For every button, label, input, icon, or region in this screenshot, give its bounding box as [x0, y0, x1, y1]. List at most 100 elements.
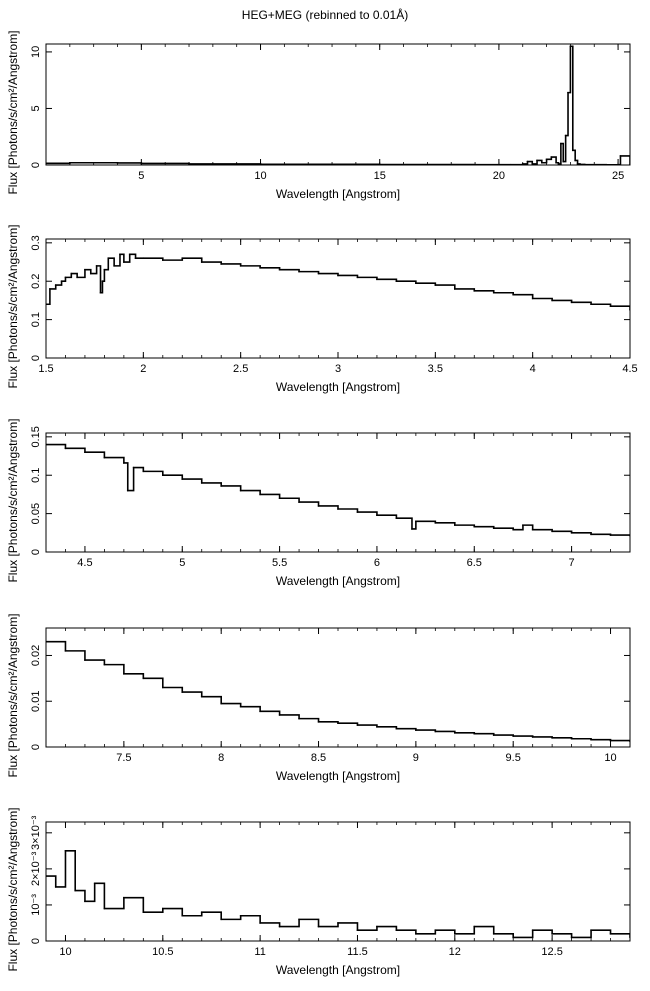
y-tick-label: 0: [30, 162, 42, 168]
data-point: [531, 736, 534, 738]
x-tick-label: 8.5: [311, 752, 326, 764]
plot-frame: [45, 627, 631, 748]
data-point: [317, 272, 320, 275]
data-point: [434, 522, 437, 524]
x-tick-label: 2.5: [233, 363, 248, 375]
data-point: [239, 914, 242, 917]
data-point: [181, 914, 184, 917]
data-point: [220, 263, 222, 265]
x-tick-label: 4.5: [622, 363, 637, 375]
data-point: [134, 257, 137, 259]
plot-frame: [45, 43, 631, 166]
data-point: [473, 732, 476, 735]
data-point: [317, 925, 320, 928]
x-tick-label: 8: [218, 752, 224, 764]
data-point: [70, 272, 73, 275]
data-point: [376, 278, 378, 281]
data-point: [590, 929, 592, 931]
x-tick-label: 2: [140, 363, 146, 375]
data-point: [64, 850, 67, 852]
data-point: [239, 265, 242, 267]
data-point: [526, 160, 529, 163]
data-point: [570, 737, 573, 740]
data-point: [337, 274, 339, 277]
data-point: [454, 524, 456, 526]
x-tick-label: 9.5: [506, 752, 521, 764]
y-axis-label: Flux [Photons/s/cm²/Angstrom]: [6, 418, 20, 582]
data-point: [454, 732, 456, 734]
x-axis-label: Wavelength [Angstrom]: [276, 187, 400, 201]
data-point: [126, 489, 129, 492]
y-axis-label: Flux [Photons/s/cm²/Angstrom]: [6, 613, 20, 777]
data-point: [298, 270, 300, 273]
x-tick-label: 5: [138, 170, 144, 182]
data-point: [93, 882, 96, 885]
y-tick-label: 0: [30, 549, 42, 555]
data-point: [609, 305, 612, 307]
panel-3: 4.5 5 5.5 6 6.5 7 0 0.05 0.1 0.15 Wavelength [Angs…: [6, 418, 631, 588]
data-point: [181, 478, 184, 480]
x-axis-label: Wavelength [Angstrom]: [276, 380, 400, 394]
data-point: [609, 739, 612, 742]
data-point: [531, 528, 534, 531]
data-point: [142, 257, 145, 259]
data-point: [99, 291, 102, 294]
data-point: [259, 922, 261, 924]
data-point: [142, 470, 145, 473]
data-point: [317, 721, 320, 723]
data-point: [567, 91, 569, 94]
data-point: [76, 276, 78, 279]
y-tick-label: 10⁻³: [30, 894, 42, 916]
data-point: [395, 929, 398, 931]
data-point: [395, 727, 398, 730]
data-point: [609, 932, 612, 935]
data-point: [220, 918, 222, 921]
data-point: [415, 520, 417, 523]
x-tick-label: 5: [179, 557, 185, 569]
data-point: [103, 663, 106, 666]
x-tick-label: 25: [612, 170, 624, 182]
data-point: [84, 268, 86, 271]
data-point: [103, 268, 106, 271]
data-point: [54, 886, 57, 888]
series-line: [46, 850, 630, 939]
x-tick-label: 4: [530, 363, 536, 375]
y-tick-label: 0.05: [30, 503, 42, 524]
data-point: [128, 253, 131, 256]
data-point: [536, 159, 538, 162]
x-tick-label: 15: [374, 170, 386, 182]
data-point: [473, 290, 476, 292]
x-tick-label: 6: [374, 557, 380, 569]
data-point: [337, 508, 339, 510]
data-point: [49, 288, 51, 290]
x-tick-label: 1.5: [38, 363, 53, 375]
x-tick-label: 4.5: [77, 557, 92, 569]
data-point: [557, 163, 560, 165]
data-point: [492, 734, 495, 736]
data-point: [298, 918, 300, 921]
series-line: [46, 443, 630, 536]
x-tick-label: 10.5: [152, 946, 173, 958]
data-point: [239, 489, 242, 492]
data-point: [162, 259, 164, 261]
data-point: [512, 936, 514, 939]
x-tick-label: 11: [254, 946, 265, 958]
data-point: [609, 534, 612, 536]
data-point: [512, 293, 514, 296]
x-tick-label: 11.5: [347, 946, 368, 958]
data-point: [551, 737, 553, 739]
data-point: [119, 253, 121, 256]
figure-title: HEG+MEG (rebinned to 0.01Å): [241, 8, 409, 22]
data-point: [395, 280, 398, 283]
data-point: [531, 929, 534, 931]
data-point: [103, 456, 106, 459]
data-point: [298, 501, 300, 503]
data-point: [434, 929, 437, 931]
data-point: [181, 257, 184, 259]
y-tick-label: 0.1: [30, 468, 42, 483]
panel-2: 1.5 2 2.5 3 3.5 4 4.5 0 0.1 0.2 0.3 Wavelength [Ang…: [6, 224, 638, 394]
data-point: [454, 932, 456, 935]
data-point: [570, 936, 573, 939]
